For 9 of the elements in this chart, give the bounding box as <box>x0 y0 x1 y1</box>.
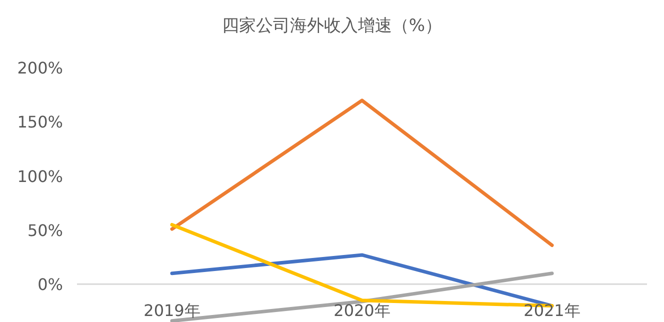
y-tick-label: 50% <box>27 220 63 240</box>
x-tick-label: 2020年 <box>334 301 390 320</box>
y-tick-label: 200% <box>17 58 63 78</box>
y-tick-label: 150% <box>17 112 63 132</box>
x-tick-label: 2021年 <box>524 301 580 320</box>
y-tick-label: 0% <box>38 274 63 294</box>
chart-title: 四家公司海外收入增速（%） <box>220 15 444 37</box>
x-tick-label: 2019年 <box>144 301 200 320</box>
y-tick-label: 100% <box>17 166 63 186</box>
